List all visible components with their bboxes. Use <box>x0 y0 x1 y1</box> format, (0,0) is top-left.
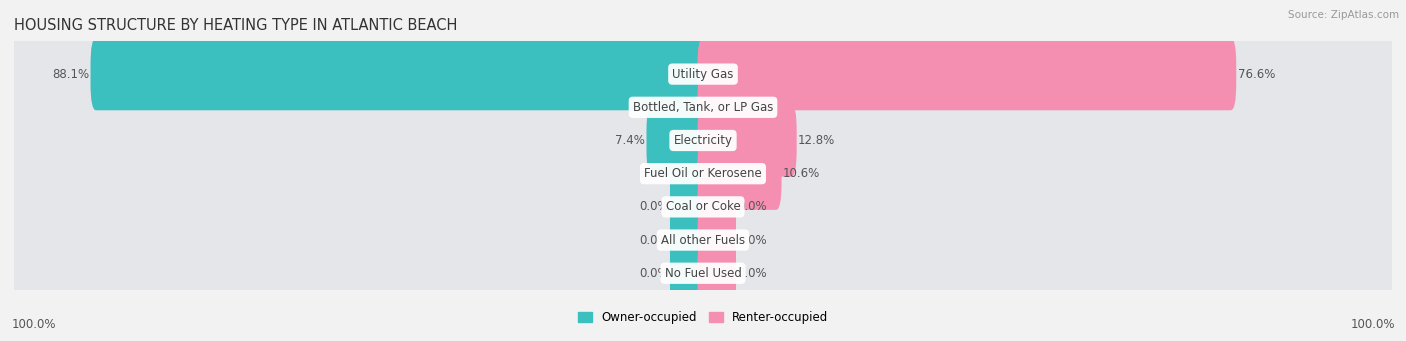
Text: Source: ZipAtlas.com: Source: ZipAtlas.com <box>1288 10 1399 20</box>
Text: 0.0%: 0.0% <box>738 101 768 114</box>
Text: Utility Gas: Utility Gas <box>672 68 734 80</box>
FancyBboxPatch shape <box>669 137 709 210</box>
FancyBboxPatch shape <box>669 71 709 144</box>
Text: 0.0%: 0.0% <box>738 201 768 213</box>
FancyBboxPatch shape <box>697 171 737 243</box>
Text: 0.0%: 0.0% <box>638 234 669 247</box>
Text: 0.0%: 0.0% <box>738 234 768 247</box>
Text: 0.0%: 0.0% <box>638 201 669 213</box>
FancyBboxPatch shape <box>11 69 1395 146</box>
FancyBboxPatch shape <box>11 102 1395 179</box>
FancyBboxPatch shape <box>697 71 737 144</box>
FancyBboxPatch shape <box>669 204 709 276</box>
Text: 10.6%: 10.6% <box>783 167 820 180</box>
FancyBboxPatch shape <box>697 237 737 309</box>
Legend: Owner-occupied, Renter-occupied: Owner-occupied, Renter-occupied <box>572 306 834 329</box>
FancyBboxPatch shape <box>11 36 1395 112</box>
FancyBboxPatch shape <box>697 38 1236 110</box>
FancyBboxPatch shape <box>90 38 709 110</box>
Text: 0.0%: 0.0% <box>738 267 768 280</box>
Text: Electricity: Electricity <box>673 134 733 147</box>
FancyBboxPatch shape <box>647 104 709 177</box>
FancyBboxPatch shape <box>697 137 782 210</box>
Text: No Fuel Used: No Fuel Used <box>665 267 741 280</box>
FancyBboxPatch shape <box>669 237 709 309</box>
Text: 88.1%: 88.1% <box>52 68 89 80</box>
Text: All other Fuels: All other Fuels <box>661 234 745 247</box>
FancyBboxPatch shape <box>11 235 1395 311</box>
FancyBboxPatch shape <box>11 169 1395 245</box>
FancyBboxPatch shape <box>11 135 1395 212</box>
Text: 3.6%: 3.6% <box>638 167 669 180</box>
Text: Fuel Oil or Kerosene: Fuel Oil or Kerosene <box>644 167 762 180</box>
Text: HOUSING STRUCTURE BY HEATING TYPE IN ATLANTIC BEACH: HOUSING STRUCTURE BY HEATING TYPE IN ATL… <box>14 18 457 33</box>
FancyBboxPatch shape <box>669 171 709 243</box>
FancyBboxPatch shape <box>11 202 1395 278</box>
Text: Coal or Coke: Coal or Coke <box>665 201 741 213</box>
FancyBboxPatch shape <box>697 204 737 276</box>
Text: 0.85%: 0.85% <box>631 101 669 114</box>
Text: 12.8%: 12.8% <box>799 134 835 147</box>
Text: 76.6%: 76.6% <box>1237 68 1275 80</box>
Text: 100.0%: 100.0% <box>1350 318 1395 331</box>
Text: 7.4%: 7.4% <box>616 134 645 147</box>
Text: Bottled, Tank, or LP Gas: Bottled, Tank, or LP Gas <box>633 101 773 114</box>
FancyBboxPatch shape <box>697 104 797 177</box>
Text: 0.0%: 0.0% <box>638 267 669 280</box>
Text: 100.0%: 100.0% <box>11 318 56 331</box>
